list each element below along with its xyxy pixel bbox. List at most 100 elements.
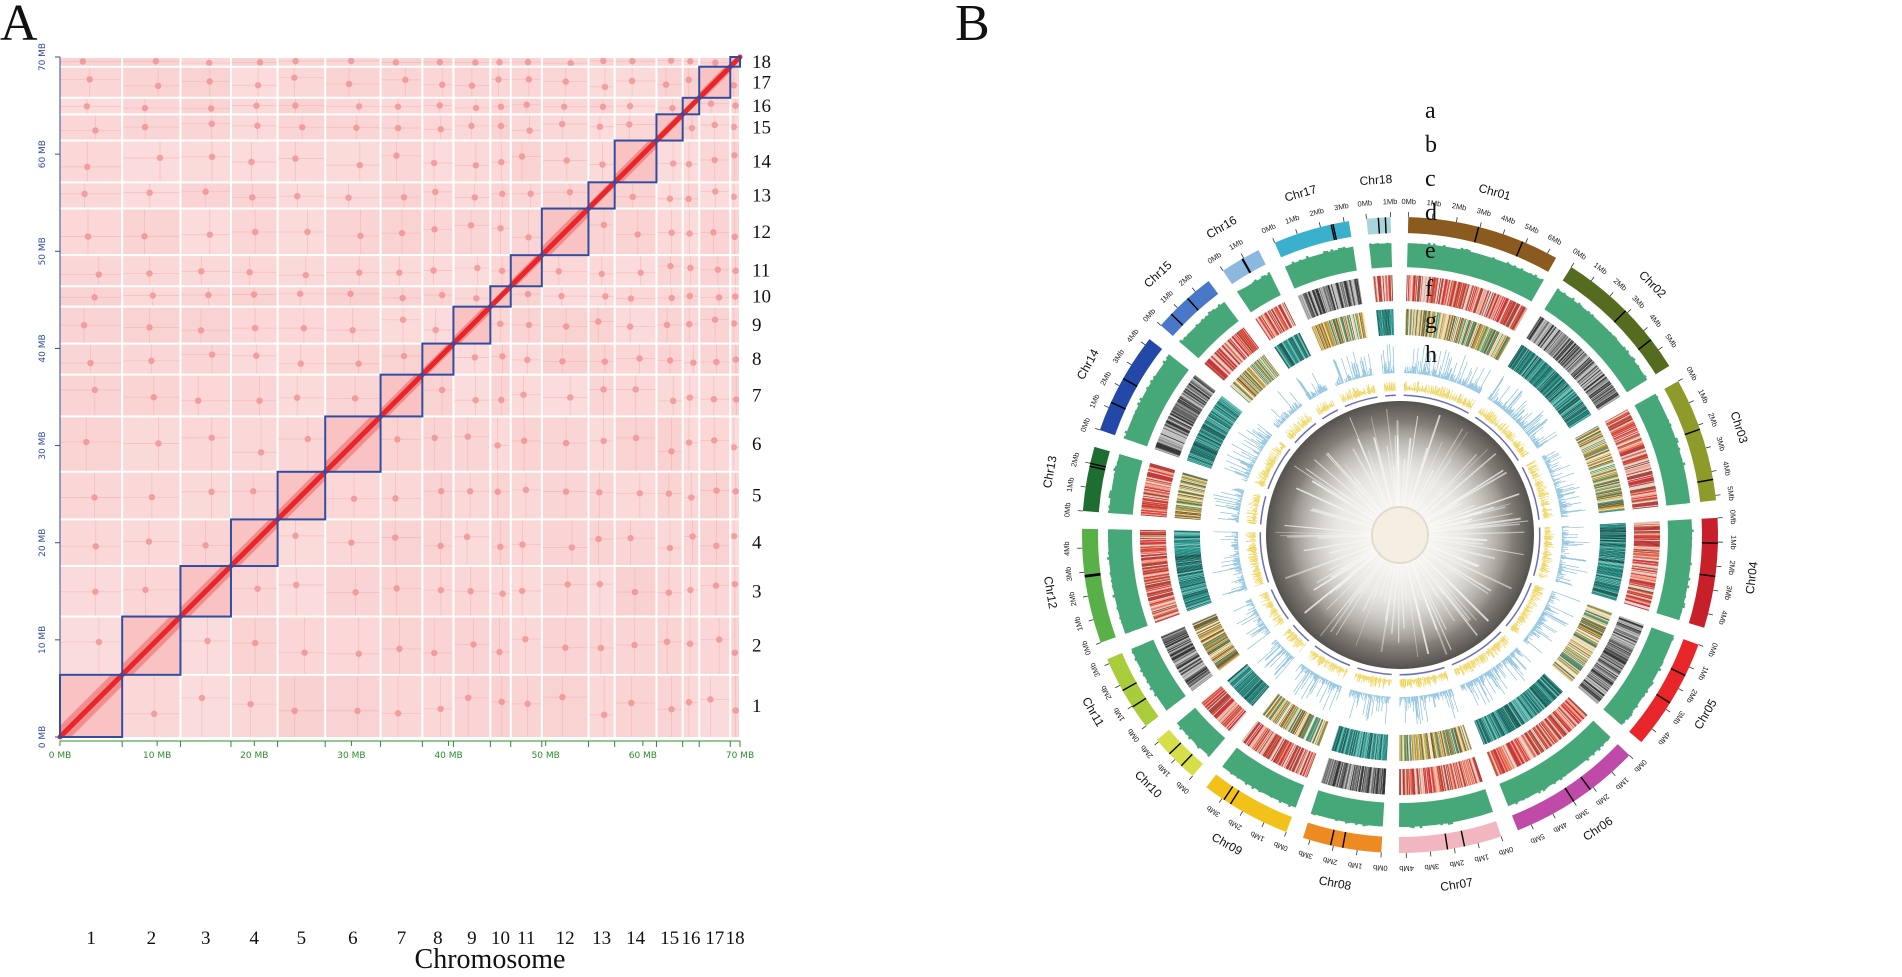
- gc-track-Chr14: [1124, 355, 1189, 447]
- mb-tick-label: 2Mb: [1069, 452, 1081, 468]
- circos-chr-Chr11: 0Mb 1Mb 2Mb 3Mb Chr11: [1079, 589, 1289, 744]
- x-chr-label-1: 1: [86, 928, 96, 949]
- track-g-Chr10: [1292, 624, 1310, 642]
- track-letter-b: b: [1425, 132, 1437, 158]
- chromosome-box-9: [452, 305, 492, 345]
- circos-chr-Chr13: 0Mb 1Mb 2Mb Chr13: [1040, 446, 1267, 525]
- x-tick-label: 10 MB: [143, 751, 171, 761]
- track-letter-e: e: [1425, 238, 1436, 264]
- mb-tick-label: 0Mb: [1125, 727, 1141, 744]
- chr-name-Chr12: Chr12: [1041, 575, 1060, 610]
- mb-tick-label: 1Mb: [1072, 616, 1085, 632]
- chr-name-Chr08: Chr08: [1318, 873, 1353, 893]
- mb-tick-label: 3Mb: [1476, 206, 1492, 218]
- x-chr-label-9: 9: [467, 928, 477, 949]
- track-g-Chr06: [1451, 631, 1502, 666]
- mb-tick-label: 0Mb: [1260, 221, 1277, 235]
- gc-track-Chr01: [1407, 243, 1544, 302]
- y-chr-label-16: 16: [752, 96, 771, 117]
- mb-tick-label: 0Mb: [1357, 198, 1372, 208]
- chr-name-Chr18: Chr18: [1359, 172, 1393, 188]
- track-letter-c: c: [1425, 166, 1436, 192]
- x-chr-label-3: 3: [201, 928, 211, 949]
- mb-tick-label: 3Mb: [1573, 807, 1590, 823]
- track-letter-d: d: [1425, 200, 1437, 226]
- karyotype-Chr08: [1303, 822, 1383, 853]
- y-chr-label-15: 15: [752, 117, 771, 138]
- mb-tick-label: 0Mb: [1632, 758, 1649, 775]
- gc-track-Chr03: [1634, 393, 1691, 506]
- track-letter-g: g: [1425, 308, 1437, 334]
- track-g-Chr13: [1259, 496, 1267, 525]
- chr-name-Chr05: Chr05: [1691, 696, 1720, 732]
- x-chr-label-13: 13: [592, 928, 611, 949]
- karyotype-Chr05: [1629, 639, 1699, 743]
- x-tick-label: 0 MB: [49, 751, 72, 761]
- mb-tick-label: 1Mb: [1696, 388, 1710, 405]
- circos-chr-Chr03: 0Mb 1Mb 2Mb 3Mb 4Mb 5Mb Chr03: [1521, 365, 1751, 520]
- x-tick-label: 30 MB: [337, 751, 365, 761]
- mb-tick-label: 1Mb: [1284, 213, 1301, 226]
- x-chr-label-16: 16: [681, 928, 700, 949]
- chromosome-box-5: [276, 470, 327, 521]
- chr-name-Chr07: Chr07: [1439, 875, 1474, 894]
- track-g-Chr16: [1321, 409, 1339, 420]
- track-g-Chr03: [1521, 467, 1540, 520]
- gc-track-Chr05: [1603, 627, 1675, 726]
- mb-tick-label: 0Mb: [1272, 840, 1289, 854]
- x-tick-label: 60 MB: [629, 751, 657, 761]
- circos-chr-Chr04: 0Mb 1Mb 2Mb 3Mb 4Mb Chr04: [1532, 510, 1761, 628]
- mb-tick-label: 3Mb: [1714, 436, 1727, 452]
- mb-tick-label: 1Mb: [1087, 393, 1101, 410]
- x-tick-label: 50 MB: [532, 751, 560, 761]
- circos-chr-Chr07: 0Mb 1Mb 2Mb 3Mb 4Mb Chr07: [1399, 666, 1514, 894]
- y-chr-label-3: 3: [752, 581, 762, 602]
- mb-tick-label: 2Mb: [1226, 817, 1243, 832]
- karyotype-Chr15: [1160, 281, 1219, 336]
- gc-track-Chr16: [1237, 273, 1281, 313]
- chromosome-box-8: [421, 342, 455, 376]
- karyotype-Chr09: [1206, 774, 1292, 832]
- karyotype-Chr07: [1399, 821, 1502, 853]
- mb-tick-label: 3Mb: [1424, 862, 1439, 872]
- mb-tick-label: 1Mb: [1156, 762, 1173, 779]
- circos-plot: 0Mb 1Mb 2Mb 3Mb4Mb5Mb6MbChr010Mb1Mb2Mb3Mb4M…: [1040, 172, 1761, 894]
- karyotype-Chr13: [1082, 446, 1110, 513]
- y-chr-label-10: 10: [752, 286, 771, 307]
- mb-tick-label: 0Mb: [1401, 197, 1416, 206]
- track-g-Chr11: [1270, 589, 1289, 620]
- karyotype-Chr01: [1407, 217, 1557, 272]
- x-chr-label-11: 11: [517, 928, 535, 949]
- mb-tick-label: 0Mb: [1728, 510, 1738, 525]
- mb-tick-label: 3Mb: [1205, 804, 1222, 820]
- x-chr-label-18: 18: [726, 928, 745, 949]
- chr-name-Chr02: Chr02: [1636, 268, 1669, 301]
- x-axis-title: Chromosome: [415, 944, 566, 975]
- chromosome-box-3: [179, 565, 232, 618]
- mb-tick-label: 2Mb: [1308, 206, 1324, 218]
- karyotype-Chr16: [1223, 250, 1266, 285]
- mb-tick-label: 1Mb: [1426, 198, 1441, 208]
- y-tick-label: 0 MB: [38, 726, 48, 749]
- gc-track-Chr07: [1399, 789, 1493, 827]
- track-g-Chr14: [1267, 448, 1291, 490]
- mb-tick-label: 3Mb: [1088, 661, 1102, 678]
- track-letter-h: h: [1425, 342, 1437, 368]
- x-chr-label-10: 10: [491, 928, 510, 949]
- chr-name-Chr15: Chr15: [1141, 258, 1175, 291]
- x-chr-label-5: 5: [297, 928, 307, 949]
- diagonal-signal: [57, 54, 743, 740]
- y-tick-label: 60 MB: [38, 140, 48, 168]
- mb-tick-label: 0Mb: [1706, 642, 1719, 659]
- panel-b: B 0Mb 1Mb 2Mb 3Mb4Mb5Mb6MbChr010Mb1Mb2Mb3Mb…: [955, 0, 1761, 894]
- track-g-Chr09: [1314, 645, 1351, 667]
- chr-name-Chr03: Chr03: [1728, 410, 1751, 446]
- gc-track-Chr09: [1222, 747, 1305, 808]
- mb-tick-label: 2Mb: [1451, 201, 1467, 212]
- chromosome-box-16: [681, 96, 701, 116]
- y-tick-label: 40 MB: [38, 334, 48, 362]
- panel-a-label: A: [0, 0, 38, 52]
